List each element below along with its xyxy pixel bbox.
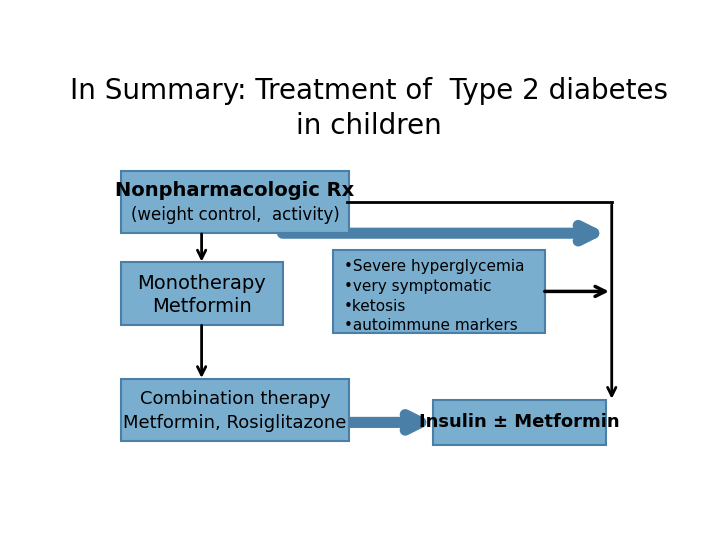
Text: •autoimmune markers: •autoimmune markers [344, 319, 518, 334]
Text: (weight control,  activity): (weight control, activity) [131, 206, 339, 224]
Text: Metformin: Metformin [152, 297, 251, 316]
Text: •very symptomatic: •very symptomatic [344, 279, 492, 294]
FancyBboxPatch shape [433, 400, 606, 446]
FancyBboxPatch shape [121, 262, 282, 325]
FancyBboxPatch shape [121, 379, 349, 441]
FancyBboxPatch shape [121, 171, 349, 233]
Text: Monotherapy: Monotherapy [138, 274, 266, 293]
Text: •ketosis: •ketosis [344, 299, 406, 314]
Text: Insulin ± Metformin: Insulin ± Metformin [419, 414, 620, 431]
Text: •Severe hyperglycemia: •Severe hyperglycemia [344, 259, 524, 274]
Text: In Summary: Treatment of  Type 2 diabetes
in children: In Summary: Treatment of Type 2 diabetes… [70, 77, 668, 140]
FancyBboxPatch shape [333, 250, 545, 333]
Text: Metformin, Rosiglitazone: Metformin, Rosiglitazone [123, 414, 347, 431]
Text: Nonpharmacologic Rx: Nonpharmacologic Rx [115, 181, 355, 200]
Text: Combination therapy: Combination therapy [140, 390, 330, 408]
